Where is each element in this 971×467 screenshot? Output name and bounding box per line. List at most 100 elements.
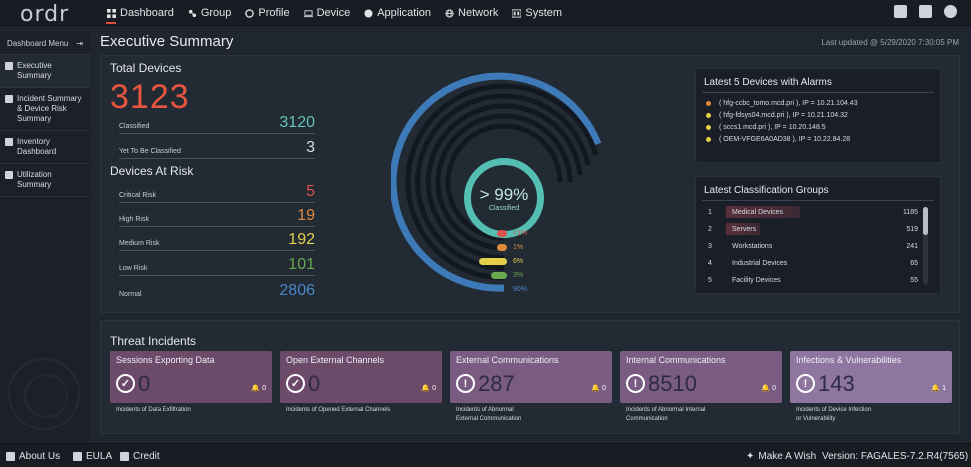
group-name: Industrial Devices (732, 260, 788, 267)
row-number: 5 (708, 277, 712, 284)
nav-system[interactable]: System (505, 0, 569, 26)
document-icon[interactable] (894, 5, 907, 18)
classification-row[interactable]: 3 Workstations 241 (704, 240, 918, 254)
threat-card-infections[interactable]: Infections & Vulnerabilities ! 143 🔔 1 (790, 351, 952, 403)
alert-icon: ! (626, 374, 645, 393)
nav-device[interactable]: Device (297, 0, 358, 26)
threat-description: Incidents of Abnormal External Communica… (456, 407, 522, 422)
threat-card-open-external[interactable]: Open External Channels ✓ 0 🔔 0 (280, 351, 442, 403)
threat-count: 0 (308, 371, 321, 396)
alarm-item[interactable]: ( hfg-ccbc_tomo.mcd.pri ), IP = 10.21.10… (706, 100, 858, 107)
threat-card-internal-comms[interactable]: Internal Communications ! 8510 🔔 0 (620, 351, 782, 403)
ring-bg-2 (425, 103, 583, 261)
credit-label: Credit (133, 451, 160, 462)
wand-icon: ✦ (746, 451, 755, 462)
sidebar-item-utilization[interactable]: Utilization Summary (0, 164, 90, 197)
alarm-item[interactable]: ( sccs1.mcd.pri ), IP = 10.20.148.5 (706, 124, 826, 131)
medium-risk-row[interactable]: Medium Risk 192 (119, 231, 315, 251)
bell-count: 1 (942, 384, 946, 392)
sidebar-item-incident-summary[interactable]: Incident Summary & Device Risk Summary (0, 88, 90, 131)
bell-icon: 🔔 (761, 385, 771, 392)
make-a-wish-link[interactable]: ✦ Make A Wish (746, 451, 816, 462)
scrollbar-thumb[interactable] (923, 207, 928, 235)
threat-card-sessions-exporting[interactable]: Sessions Exporting Data ✓ 0 🔔 0 (110, 351, 272, 403)
profile-icon (245, 8, 255, 18)
high-risk-row[interactable]: High Risk 19 (119, 207, 315, 227)
nav-application[interactable]: Application (357, 0, 438, 26)
classification-row[interactable]: 4 Industrial Devices 65 (704, 257, 918, 271)
watermark-seal (8, 358, 80, 430)
credit-icon (120, 452, 129, 461)
divider (702, 92, 934, 93)
divider (702, 200, 934, 201)
classification-row[interactable]: 2 Servers 519 (704, 223, 918, 237)
threat-description: Incidents of Data Exfiltration (116, 407, 191, 413)
row-number: 1 (708, 209, 712, 216)
normal-row[interactable]: Normal 2806 (119, 281, 315, 301)
sidebar-item-inventory[interactable]: Inventory Dashboard (0, 131, 90, 164)
eula-link[interactable]: EULA (73, 451, 112, 462)
alerts-count[interactable]: 🔔 0 (761, 384, 776, 393)
alarm-text: ( hfg-ccbc_tomo.mcd.pri ), IP = 10.21.10… (719, 100, 858, 107)
stat-value: 3120 (279, 114, 315, 131)
alarm-text: ( hfg-fdsys04.mcd.pri ), IP = 10.21.104.… (719, 112, 848, 119)
credit-link[interactable]: Credit (120, 451, 160, 462)
total-devices-title: Total Devices (110, 61, 182, 75)
classification-scrollbar[interactable] (923, 207, 928, 285)
bell-count: 0 (602, 384, 606, 392)
classification-row[interactable]: 1 Medical Devices 1185 (704, 206, 918, 220)
stat-label: Yet To Be Classified (119, 148, 181, 155)
stat-label: Medium Risk (119, 240, 160, 247)
threat-count: 143 (818, 371, 855, 396)
classification-row[interactable]: 5 Facility Devices 55 (704, 274, 918, 288)
threat-card-title: External Communications (456, 355, 559, 365)
legend-high-swatch (497, 244, 507, 251)
nav-group[interactable]: Group (181, 0, 239, 26)
sidebar-item-label: Utilization Summary (17, 170, 52, 189)
collapse-icon[interactable]: ⇥ (76, 39, 83, 48)
gear-icon (5, 95, 13, 103)
stat-label: Low Risk (119, 265, 148, 272)
alarm-item[interactable]: ( OEM-VFGE6A0AD38 ), IP = 10.22.84.28 (706, 136, 850, 143)
threat-count: 0 (138, 371, 151, 396)
nav-system-label: System (525, 7, 563, 19)
page-title: Executive Summary (100, 33, 234, 50)
classified-percent: > 99% (479, 184, 529, 204)
alerts-count[interactable]: 🔔 0 (421, 384, 436, 393)
nav-dashboard[interactable]: Dashboard (100, 0, 181, 26)
bell-icon: 🔔 (251, 385, 261, 392)
app-logo[interactable]: ordr (20, 2, 70, 27)
legend-low-swatch (491, 272, 507, 279)
nav-profile[interactable]: Profile (238, 0, 296, 26)
critical-risk-row[interactable]: Critical Risk 5 (119, 183, 315, 203)
user-icon[interactable] (944, 5, 957, 18)
nav-network[interactable]: Network (438, 0, 505, 26)
alerts-count[interactable]: 🔔 0 (251, 384, 266, 393)
alerts-count[interactable]: 🔔 1 (931, 384, 946, 393)
alarm-item[interactable]: ( hfg-fdsys04.mcd.pri ), IP = 10.21.104.… (706, 112, 848, 119)
wifi-icon (5, 62, 13, 70)
row-number: 2 (708, 226, 712, 233)
bell-icon: 🔔 (931, 385, 941, 392)
stat-value: 19 (297, 207, 315, 224)
settings-icon[interactable] (919, 5, 932, 18)
ring-bg-1 (415, 93, 591, 271)
sidebar-item-executive-summary[interactable]: Executive Summary (0, 55, 90, 88)
sidebar-item-label: Inventory Dashboard (17, 137, 57, 156)
alerts-count[interactable]: 🔔 0 (591, 384, 606, 393)
threat-card-external-comms[interactable]: External Communications ! 287 🔔 0 (450, 351, 612, 403)
group-count: 519 (906, 226, 918, 233)
stat-label: Classified (119, 123, 150, 130)
row-number: 3 (708, 243, 712, 250)
low-risk-row[interactable]: Low Risk 101 (119, 256, 315, 276)
nav-device-label: Device (316, 7, 351, 19)
group-name: Servers (726, 223, 760, 235)
bell-count: 0 (432, 384, 436, 392)
threat-description: Incidents of Device Infection or Vulnera… (796, 407, 872, 422)
group-count: 1185 (902, 209, 918, 216)
group-name: Workstations (732, 243, 773, 250)
top-bar: ordr Dashboard Group Profile Device Appl… (0, 0, 971, 27)
alarm-text: ( OEM-VFGE6A0AD38 ), IP = 10.22.84.28 (719, 136, 851, 143)
eula-label: EULA (86, 451, 113, 462)
about-us-link[interactable]: About Us (6, 451, 60, 462)
